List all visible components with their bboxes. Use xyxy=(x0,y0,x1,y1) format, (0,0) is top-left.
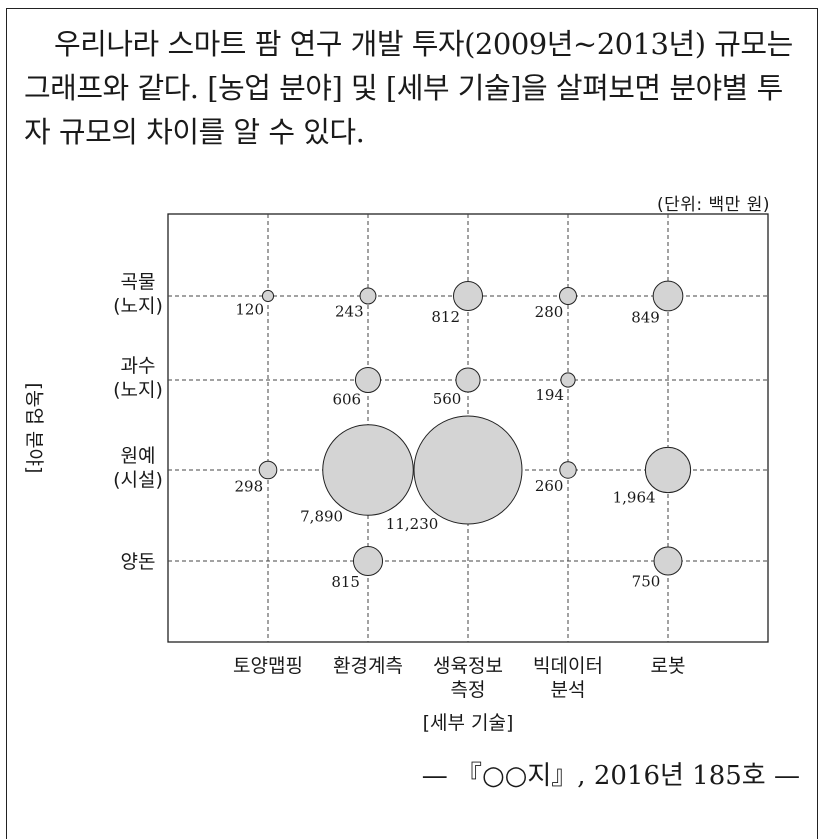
bubble xyxy=(413,415,523,525)
bubble-value-label: 194 xyxy=(535,386,564,404)
bubble xyxy=(354,366,382,394)
bubble xyxy=(258,460,278,480)
bubble-value-label: 560 xyxy=(433,390,462,408)
bubble xyxy=(558,286,578,306)
x-tick-label: 토양맵핑 xyxy=(233,655,303,677)
bubble xyxy=(452,280,484,312)
bubble xyxy=(261,289,275,303)
bubble-value-label: 1,964 xyxy=(613,489,656,507)
bubble-value-label: 606 xyxy=(332,390,361,408)
bubble xyxy=(352,545,384,577)
bubbles: 120 243 812 280 849 606 560 194 298 7,890 11,230 26… xyxy=(235,280,692,591)
unit-label: (단위: 백만 원) xyxy=(657,195,770,215)
source-citation: — 『○○지』, 2016년 185호 — xyxy=(421,761,800,791)
y-tick-label: 과수 (노지) xyxy=(113,355,163,401)
y-tick-label: 양돈 xyxy=(121,551,156,573)
x-tick-label: 환경계측 xyxy=(333,655,403,677)
y-axis-label: [농업 분야] xyxy=(23,383,45,474)
bubble xyxy=(559,461,577,479)
y-tick-label: 원예 (시설) xyxy=(113,445,163,491)
bubble xyxy=(322,424,414,516)
bubble-value-label: 11,230 xyxy=(386,515,439,533)
bubble xyxy=(560,372,576,388)
intro-text: 우리나라 스마트 팜 연구 개발 투자(2009년~2013년) 규모는 그래프… xyxy=(24,27,793,149)
bubble-value-label: 7,890 xyxy=(300,508,343,526)
content-frame xyxy=(6,8,818,839)
bubble-value-label: 260 xyxy=(535,477,564,495)
x-tick-label: 로봇 xyxy=(651,655,686,677)
bubble-value-label: 750 xyxy=(632,573,661,591)
bubble xyxy=(359,287,377,305)
x-tick-label: 생육정보 측정 xyxy=(433,655,503,701)
bubble xyxy=(644,446,692,494)
x-axis-label: [세부 기술] xyxy=(423,712,514,734)
bubble-value-label: 298 xyxy=(235,477,264,495)
bubble-value-label: 849 xyxy=(631,308,660,326)
bubble-chart: 120 243 812 280 849 606 560 194 298 7,890 11,230 26… xyxy=(23,213,769,734)
x-tick-labels: 토양맵핑 환경계측 생육정보 측정 빅데이터 분석 로봇 xyxy=(233,655,685,701)
intro-paragraph: 우리나라 스마트 팜 연구 개발 투자(2009년~2013년) 규모는 그래프… xyxy=(24,22,804,154)
bubble xyxy=(653,546,683,576)
y-tick-label: 곡물 (노지) xyxy=(113,271,163,317)
bubble-value-label: 120 xyxy=(235,301,264,319)
bubble-value-label: 812 xyxy=(431,308,460,326)
bubble-value-label: 280 xyxy=(535,303,564,321)
x-tick-label: 빅데이터 분석 xyxy=(533,655,603,701)
bubble-value-label: 243 xyxy=(335,303,364,321)
bubble xyxy=(455,367,481,393)
bubble-value-label: 815 xyxy=(331,573,360,591)
y-tick-labels: 곡물 (노지) 과수 (노지) 원예 (시설) 양돈 xyxy=(113,271,163,573)
bubble xyxy=(652,280,684,312)
